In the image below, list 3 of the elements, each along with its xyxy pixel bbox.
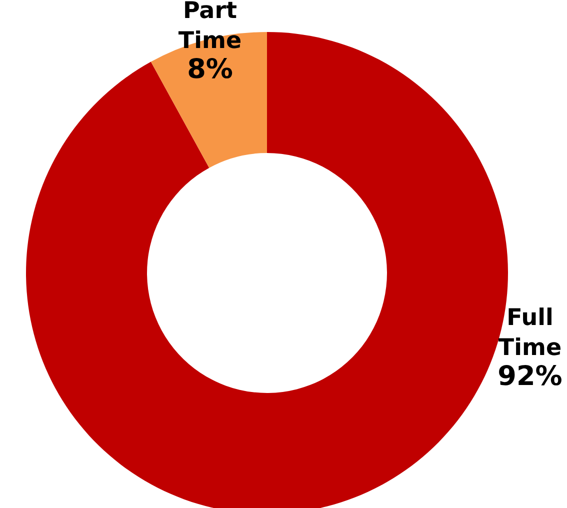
data-label: 92%: [498, 361, 562, 392]
slice-label: Full Time: [498, 305, 562, 361]
data-label: 8%: [187, 54, 233, 85]
